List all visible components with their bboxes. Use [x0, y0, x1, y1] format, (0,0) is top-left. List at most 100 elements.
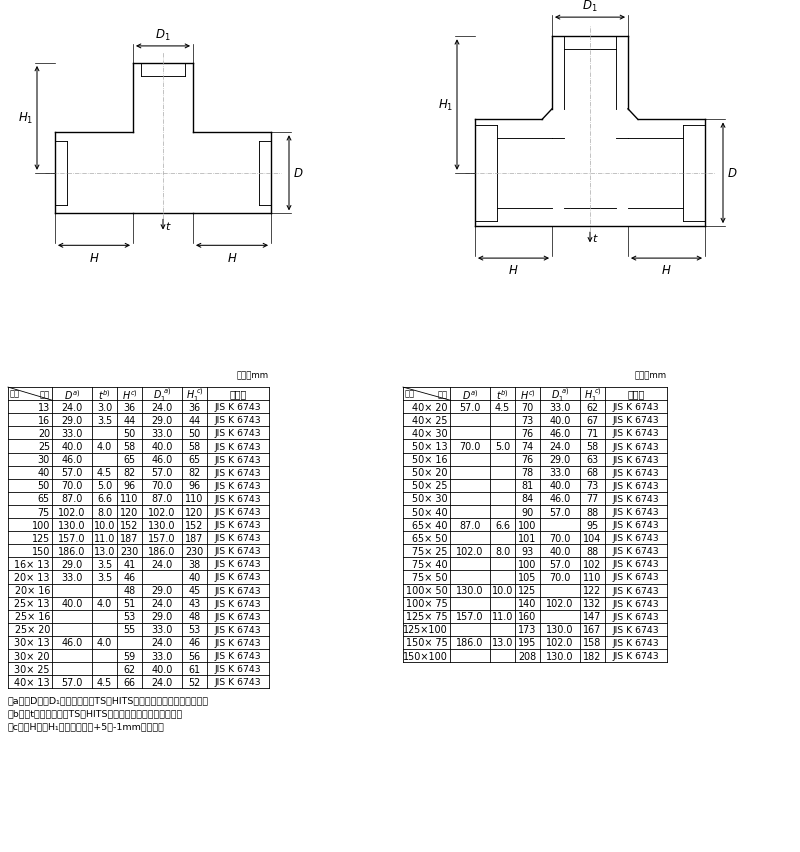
Text: 52: 52 — [189, 677, 201, 687]
Text: JIS K 6743: JIS K 6743 — [214, 547, 262, 556]
Text: 59: 59 — [123, 651, 136, 661]
Text: 24.0: 24.0 — [550, 441, 570, 452]
Text: 87.0: 87.0 — [62, 494, 82, 504]
Text: 50× 40: 50× 40 — [412, 507, 448, 517]
Text: JIS K 6743: JIS K 6743 — [613, 651, 659, 660]
Text: 50: 50 — [123, 429, 136, 439]
Text: 50× 13: 50× 13 — [412, 441, 448, 452]
Text: $H_1$: $H_1$ — [438, 98, 453, 113]
Text: 16× 13: 16× 13 — [14, 559, 50, 569]
Text: 45: 45 — [188, 585, 201, 596]
Text: JIS K 6743: JIS K 6743 — [214, 612, 262, 621]
Text: JIS K 6743: JIS K 6743 — [613, 494, 659, 504]
Text: 58: 58 — [123, 441, 136, 452]
Text: 147: 147 — [583, 612, 602, 622]
Text: $D$: $D$ — [293, 167, 303, 180]
Text: 87.0: 87.0 — [459, 520, 481, 530]
Text: 25: 25 — [38, 441, 50, 452]
Text: 187: 187 — [120, 533, 138, 543]
Text: 76: 76 — [522, 429, 534, 439]
Text: 104: 104 — [583, 533, 602, 543]
Text: 122: 122 — [583, 585, 602, 596]
Text: 63: 63 — [586, 455, 598, 464]
Text: JIS K 6743: JIS K 6743 — [214, 599, 262, 608]
Text: 44: 44 — [123, 415, 136, 425]
Text: JIS K 6743: JIS K 6743 — [613, 468, 659, 477]
Text: 3.5: 3.5 — [97, 415, 112, 425]
Text: 58: 58 — [188, 441, 201, 452]
Text: 82: 82 — [189, 468, 201, 478]
Text: 100: 100 — [518, 559, 537, 569]
Text: 46: 46 — [189, 638, 201, 648]
Text: 101: 101 — [518, 533, 537, 543]
Text: 46.0: 46.0 — [62, 638, 82, 648]
Text: 46.0: 46.0 — [550, 494, 570, 504]
Text: 29.0: 29.0 — [62, 415, 82, 425]
Text: $H^{c)}$: $H^{c)}$ — [520, 388, 535, 401]
Text: JIS K 6743: JIS K 6743 — [214, 573, 262, 582]
Text: 65: 65 — [38, 494, 50, 504]
Text: 46.0: 46.0 — [550, 429, 570, 439]
Text: 102.0: 102.0 — [546, 638, 574, 648]
Text: JIS K 6743: JIS K 6743 — [613, 573, 659, 582]
Text: 20× 13: 20× 13 — [14, 573, 50, 582]
Text: JIS K 6743: JIS K 6743 — [613, 533, 659, 543]
Text: 50: 50 — [38, 481, 50, 491]
Text: 74: 74 — [522, 441, 534, 452]
Text: 20× 16: 20× 16 — [14, 585, 50, 596]
Text: 3.5: 3.5 — [97, 559, 112, 569]
Text: 62: 62 — [586, 402, 598, 412]
Text: 40.0: 40.0 — [62, 441, 82, 452]
Text: 100: 100 — [518, 520, 537, 530]
Text: 50× 25: 50× 25 — [413, 481, 448, 491]
Text: 40× 20: 40× 20 — [413, 402, 448, 412]
Text: 29.0: 29.0 — [550, 455, 570, 464]
Text: 67: 67 — [586, 415, 598, 425]
Text: 160: 160 — [518, 612, 537, 622]
Text: 77: 77 — [586, 494, 598, 504]
Text: 50× 20: 50× 20 — [413, 468, 448, 478]
Text: 152: 152 — [120, 520, 138, 530]
Text: 24.0: 24.0 — [62, 402, 82, 412]
Text: JIS K 6743: JIS K 6743 — [613, 547, 659, 556]
Text: JIS K 6743: JIS K 6743 — [214, 560, 262, 569]
Text: 55: 55 — [123, 625, 136, 635]
Text: 70.0: 70.0 — [151, 481, 173, 491]
Text: 13: 13 — [38, 402, 50, 412]
Text: 注a）　D及びD₁の許容差は、TS・HITS継手受口共通寸法図による。: 注a） D及びD₁の許容差は、TS・HITS継手受口共通寸法図による。 — [8, 695, 209, 705]
Text: 81: 81 — [522, 481, 534, 491]
Text: 187: 187 — [186, 533, 204, 543]
Text: 33.0: 33.0 — [550, 468, 570, 478]
Text: 105: 105 — [518, 573, 537, 582]
Text: 100× 50: 100× 50 — [406, 585, 448, 596]
Text: 呼径: 呼径 — [438, 390, 448, 400]
Text: 6.6: 6.6 — [97, 494, 112, 504]
Text: 8.0: 8.0 — [495, 546, 510, 556]
Text: 100× 75: 100× 75 — [406, 598, 448, 608]
Text: 102.0: 102.0 — [148, 507, 176, 517]
Text: $H^{c)}$: $H^{c)}$ — [122, 388, 138, 401]
Text: 51: 51 — [123, 598, 136, 608]
Text: 110: 110 — [186, 494, 204, 504]
Text: 71: 71 — [586, 429, 598, 439]
Text: 150× 75: 150× 75 — [406, 638, 448, 648]
Text: JIS K 6743: JIS K 6743 — [214, 638, 262, 648]
Text: JIS K 6743: JIS K 6743 — [214, 481, 262, 490]
Text: 182: 182 — [583, 651, 602, 661]
Text: JIS K 6743: JIS K 6743 — [613, 416, 659, 425]
Text: 70.0: 70.0 — [459, 441, 481, 452]
Text: 57.0: 57.0 — [459, 402, 481, 412]
Text: 40.0: 40.0 — [151, 664, 173, 674]
Text: JIS K 6743: JIS K 6743 — [214, 442, 262, 451]
Text: 70.0: 70.0 — [62, 481, 82, 491]
Text: 82: 82 — [123, 468, 135, 478]
Text: 186.0: 186.0 — [148, 546, 176, 556]
Text: 40.0: 40.0 — [550, 481, 570, 491]
Text: JIS K 6743: JIS K 6743 — [214, 651, 262, 660]
Text: 4.5: 4.5 — [97, 468, 112, 478]
Text: 157.0: 157.0 — [456, 612, 484, 622]
Text: 33.0: 33.0 — [62, 573, 82, 582]
Text: 規　格: 規 格 — [230, 389, 246, 399]
Text: JIS K 6743: JIS K 6743 — [214, 677, 262, 687]
Text: JIS K 6743: JIS K 6743 — [613, 521, 659, 529]
